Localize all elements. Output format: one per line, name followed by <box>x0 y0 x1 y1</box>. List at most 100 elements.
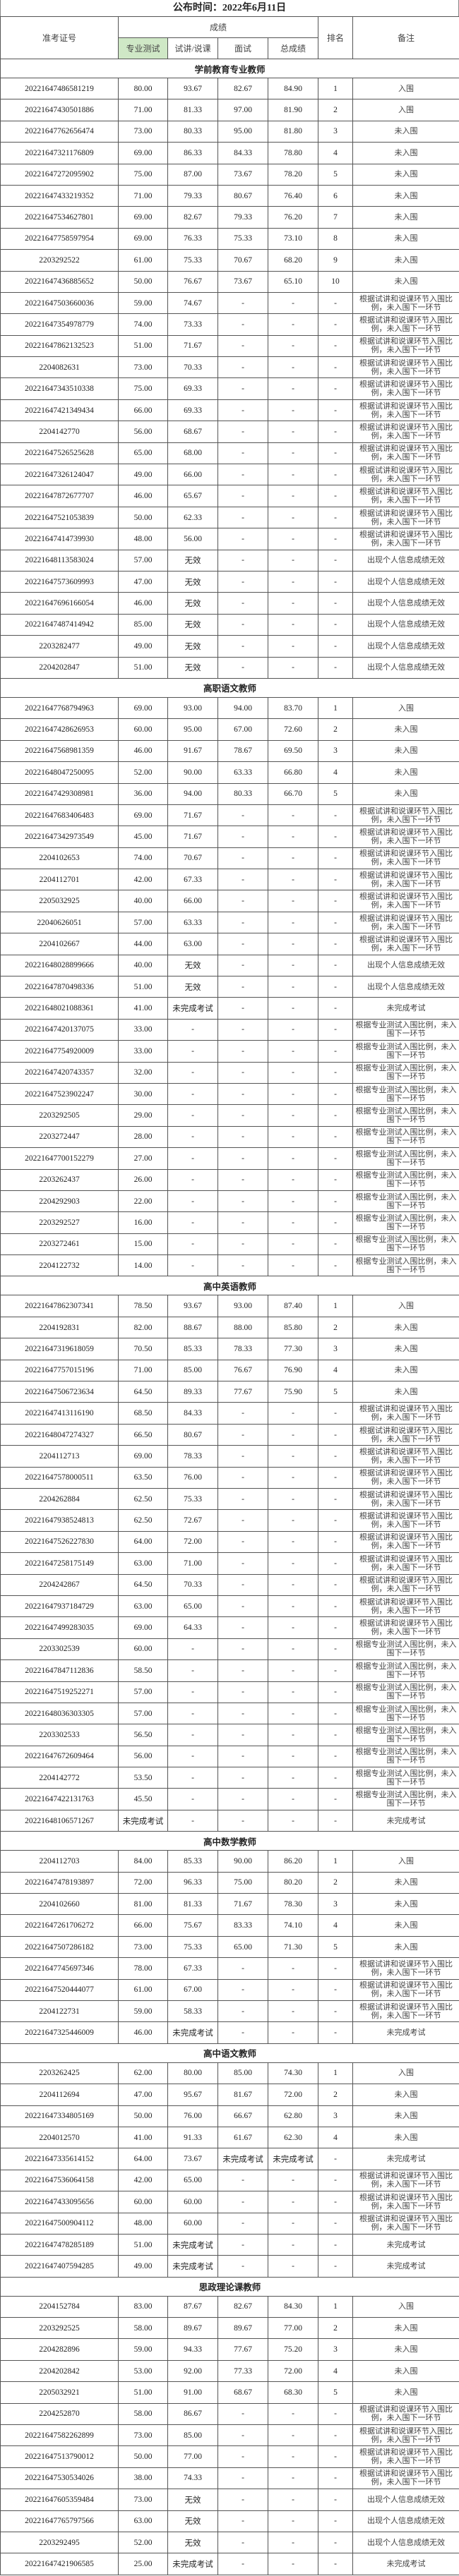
note-cell: 根据专业测试入围比例，未入围下一环节 <box>352 1147 459 1170</box>
total-score-cell: 85.80 <box>267 1316 319 1339</box>
note-cell: 根据试讲和说课环节入围比例，未入围下一环节 <box>352 399 459 422</box>
total-score-cell: - <box>267 1487 319 1511</box>
note-cell: 根据专业测试入围比例，未入围下一环节 <box>352 1190 459 1213</box>
interview-score-cell: - <box>217 1616 268 1639</box>
note-cell: 根据试讲和说课环节入围比例，未入围下一环节 <box>352 1487 459 1511</box>
total-score-cell: - <box>267 334 319 358</box>
professional-score-cell: 71.00 <box>118 99 168 121</box>
lecture-score-cell: 80.00 <box>167 2062 218 2085</box>
professional-score-cell: 47.00 <box>118 570 168 593</box>
interview-score-cell: - <box>217 570 268 593</box>
note-cell: 根据试讲和说课环节入围比例，未入围下一环节 <box>352 869 459 891</box>
exam-id-cell: 2204202847 <box>0 656 119 679</box>
exam-id-cell: 2204292903 <box>0 1190 119 1213</box>
professional-score-cell: 49.00 <box>118 2255 168 2278</box>
table-row: 20221647429308981 36.00 94.00 80.33 66.70 5 未入… <box>0 782 459 805</box>
lecture-score-cell: 94.00 <box>167 782 218 805</box>
interview-score-cell: - <box>217 1573 268 1596</box>
exam-id-cell: 20221647520444077 <box>0 1978 119 2001</box>
table-row: 2204252870 58.00 86.67- - - 根据试讲和说课环节入围比例，未入围… <box>0 2402 459 2426</box>
table-row: 20221647526525628 65.00 68.00- - - 根据试讲和说课环节入… <box>0 442 459 465</box>
note-cell: 未入围 <box>352 249 459 272</box>
rank-cell: - <box>318 1724 354 1746</box>
table-row: 2203302539 60.00- - - - 根据专业测试入围比例，未入围下一环节 <box>0 1638 459 1661</box>
note-cell: 根据专业测试入围比例，未入围下一环节 <box>352 1233 459 1256</box>
professional-score-cell: 48.00 <box>118 528 168 550</box>
lecture-score-cell: 79.33 <box>167 184 218 207</box>
table-row: 2203262425 62.00 80.00 85.00 74.30 1 入围 <box>0 2062 459 2085</box>
professional-score-cell: 64.00 <box>118 2148 168 2170</box>
professional-score-cell: 60.00 <box>118 718 168 741</box>
total-score-cell: 74.30 <box>267 2062 319 2085</box>
total-score-cell: - <box>267 890 319 912</box>
rank-cell: - <box>318 1767 354 1789</box>
note-cell: 根据试讲和说课环节入围比例，未入围下一环节 <box>352 1423 459 1446</box>
rank-cell: - <box>318 933 354 955</box>
rank-cell: - <box>318 291 354 315</box>
note-cell: 入围 <box>352 2295 459 2318</box>
interview-score-cell: - <box>217 656 268 679</box>
note-cell: 根据试讲和说课环节入围比例，未入围下一环节 <box>352 804 459 827</box>
professional-score-cell: 57.00 <box>118 911 168 934</box>
table-row: 20221647430501886 71.00 81.33 97.00 81.90 2 入围 <box>0 99 459 121</box>
table-row: 2203302533 56.50- - - - 根据专业测试入围比例，未入围下一环节 <box>0 1724 459 1746</box>
professional-score-cell: 68.50 <box>118 1402 168 1425</box>
note-cell: 根据试讲和说课环节入围比例，未入围下一环节 <box>352 485 459 507</box>
interview-score-cell: - <box>217 2255 268 2278</box>
rank-cell: 4 <box>318 2359 354 2383</box>
interview-score-cell: - <box>217 464 268 486</box>
table-row: 20221647420743357 32.00- - - - 根据专业测试入围比例，未入围… <box>0 1061 459 1084</box>
note-cell: 根据专业测试入围比例，未入围下一环节 <box>352 1040 459 1063</box>
interview-score-cell: 80.33 <box>217 782 268 805</box>
exam-id-cell: 20221647343510338 <box>0 377 119 400</box>
professional-score-cell: 71.00 <box>118 184 168 207</box>
note-cell: 出现个人信息成绩无效 <box>352 2489 459 2511</box>
professional-score-cell: 52.00 <box>118 761 168 784</box>
note-cell: 未入围 <box>352 163 459 186</box>
lecture-score-cell: - <box>167 1104 218 1127</box>
professional-score-cell: 63.00 <box>118 1552 168 1575</box>
lecture-score-cell: - <box>167 1082 218 1106</box>
interview-score-cell: - <box>217 2510 268 2532</box>
lecture-score-cell: - <box>167 1745 218 1768</box>
exam-id-cell: 20221647507286182 <box>0 1935 119 1959</box>
table-row: 2204082631 73.00 70.33- - - 根据试讲和说课环节入围比例，未入围… <box>0 356 459 379</box>
exam-id-cell: 20221647526227830 <box>0 1530 119 1554</box>
exam-id-cell: 20221647421349434 <box>0 399 119 422</box>
rank-cell: - <box>318 1659 354 1682</box>
rank-cell: - <box>318 1445 354 1468</box>
rank-cell: - <box>318 399 354 422</box>
rank-cell: - <box>318 356 354 379</box>
interview-score-cell: - <box>217 2445 268 2468</box>
total-score-cell: 62.30 <box>267 2126 319 2149</box>
lecture-score-cell: - <box>167 1061 218 1084</box>
professional-score-cell: 60.00 <box>118 1638 168 1661</box>
rank-cell: - <box>318 2169 354 2192</box>
lecture-score-cell: 77.00 <box>167 2445 218 2468</box>
note-cell: 根据专业测试入围比例，未入围下一环节 <box>352 1211 459 1234</box>
exam-id-cell: 20221647430501886 <box>0 99 119 121</box>
note-cell: 未完成考试 <box>352 2148 459 2170</box>
exam-id-cell: 20221647407594285 <box>0 2255 119 2278</box>
table-row: 20221647343510338 75.00 69.33- - - 根据试讲和说课环节入… <box>0 377 459 400</box>
interview-score-cell: - <box>217 2233 268 2256</box>
professional-score-cell: 75.00 <box>118 163 168 186</box>
exam-id-cell: 20221647519252271 <box>0 1681 119 1703</box>
interview-score-cell: - <box>217 2531 268 2554</box>
total-score-cell: - <box>267 2553 319 2575</box>
note-cell: 未入围 <box>352 2317 459 2340</box>
rank-cell: - <box>318 485 354 507</box>
note-cell: 根据试讲和说课环节入围比例，未入围下一环节 <box>352 421 459 443</box>
interview-score-cell: - <box>217 976 268 998</box>
rank-cell: - <box>318 1552 354 1575</box>
note-cell: 根据试讲和说课环节入围比例，未入围下一环节 <box>352 377 459 400</box>
interview-score-cell: 82.67 <box>217 2295 268 2318</box>
lecture-score-cell: 70.33 <box>167 1573 218 1596</box>
interview-score-cell: - <box>217 334 268 358</box>
table-row: 2204142770 56.00 68.67- - - 根据试讲和说课环节入围比例，未入围… <box>0 421 459 443</box>
exam-id-cell: 20221647862307341 <box>0 1295 119 1317</box>
total-score-cell: - <box>267 2445 319 2468</box>
interview-score-cell: - <box>217 1681 268 1703</box>
table-row: 20221647870498336 51.00 无效 - - - 出现个人信息成绩无效 <box>0 976 459 998</box>
note-cell: 根据试讲和说课环节入围比例，未入围下一环节 <box>352 1552 459 1575</box>
